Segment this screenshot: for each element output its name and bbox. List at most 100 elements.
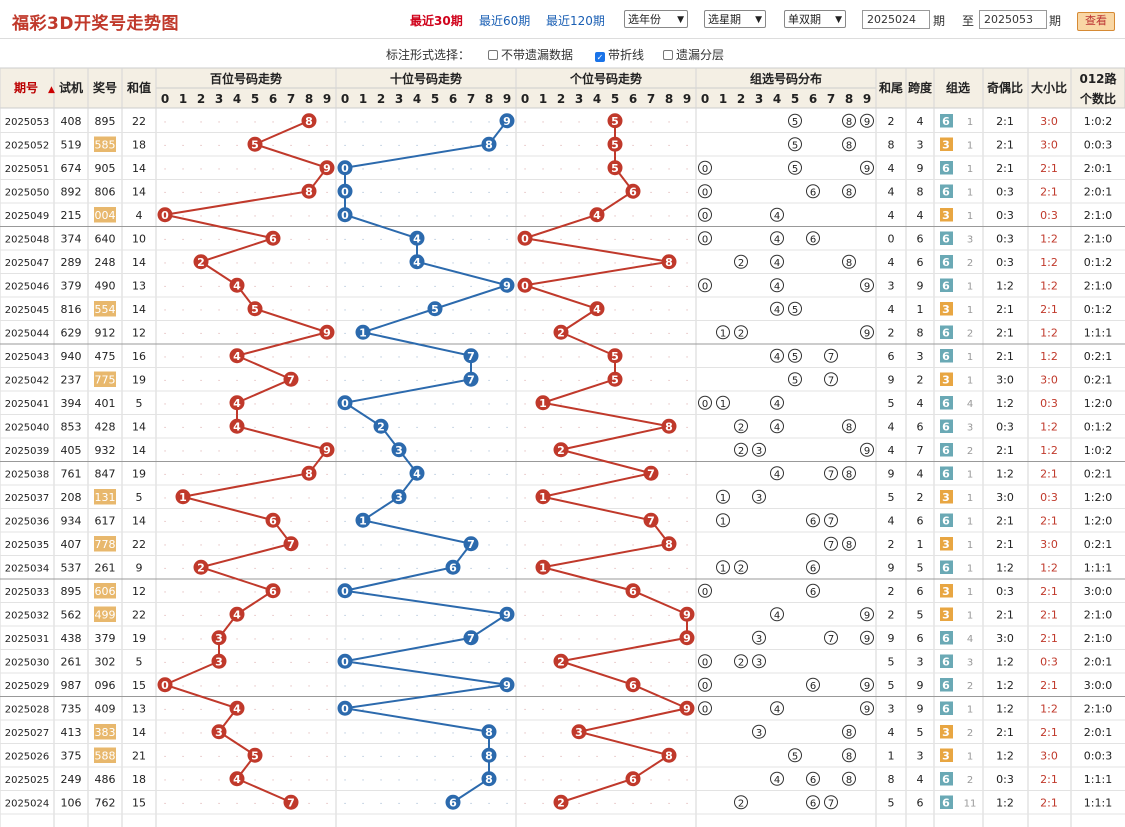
group-digit-circle (788, 301, 802, 316)
miss-cell: · (560, 118, 563, 128)
miss-cell: · (398, 212, 401, 222)
miss-cell: · (614, 776, 617, 786)
miss-cell: · (542, 658, 545, 668)
parity-select[interactable]: 单双期 ▼ (784, 10, 846, 28)
miss-cell: · (524, 517, 527, 527)
units-ball (553, 794, 569, 810)
miss-cell: · (596, 564, 599, 574)
option-miss-layers[interactable]: 遗漏分层 (663, 46, 724, 63)
miss-cell: · (452, 729, 455, 739)
tens-ball-digit: 4 (413, 467, 421, 480)
miss-cell: · (416, 282, 419, 292)
miss-cell: · (578, 588, 581, 598)
sum-tail-header: 和尾 (878, 80, 903, 95)
checkbox-icon[interactable] (663, 50, 673, 60)
miss-cell: · (416, 611, 419, 621)
odd-even-cell: 0:3 (996, 585, 1014, 598)
span-header: 跨度 (908, 80, 933, 95)
year-select[interactable]: 选年份 ▼ (624, 10, 688, 28)
range-30-link[interactable]: 最近30期 (410, 14, 463, 28)
miss-cell: · (470, 705, 473, 715)
miss-cell: · (308, 494, 311, 504)
miss-cell: · (686, 564, 689, 574)
group-digit-circle (716, 513, 730, 528)
digit-header: 9 (683, 92, 691, 106)
miss-cell: · (506, 799, 509, 809)
miss-cell: · (164, 470, 167, 480)
tens-ball-digit: 0 (341, 209, 349, 222)
miss-cell: · (524, 118, 527, 128)
miss-cell: · (254, 470, 257, 480)
hund-ball-digit: 7 (287, 373, 295, 386)
option-with-lines[interactable]: ✓ 带折线 (595, 46, 644, 63)
group-type-cell: 6 (942, 256, 950, 269)
options-label: 标注形式选择： (386, 48, 471, 62)
miss-cell: · (200, 541, 203, 551)
odd-even-cell: 2:1 (996, 115, 1014, 128)
miss-cell: · (668, 470, 671, 480)
span-cell: 2 (917, 373, 924, 386)
miss-cell: · (668, 611, 671, 621)
miss-cell: · (488, 517, 491, 527)
miss-cell: · (164, 188, 167, 198)
miss-cell: · (398, 470, 401, 480)
group-digit: 5 (792, 164, 798, 175)
group-miss-cell: 1 (967, 469, 973, 480)
miss-cell: · (236, 212, 239, 222)
odd-even-cell: 2:1 (996, 138, 1014, 151)
miss-cell: · (398, 541, 401, 551)
miss-cell: · (362, 282, 365, 292)
miss-cell: · (398, 799, 401, 809)
miss-cell: · (452, 259, 455, 269)
checkbox-icon[interactable] (488, 50, 498, 60)
checkbox-checked-icon[interactable]: ✓ (595, 52, 605, 62)
sum-cell: 15 (132, 796, 146, 809)
to-issue-input[interactable]: 2025053 (979, 10, 1047, 29)
query-button[interactable]: 查看 (1077, 12, 1115, 31)
miss-cell: · (470, 188, 473, 198)
from-issue-input[interactable]: 2025024 (862, 10, 930, 29)
option-no-miss-data[interactable]: 不带遗漏数据 (488, 46, 573, 63)
group-digit-circle (860, 113, 874, 128)
group-digit-circle (860, 701, 874, 716)
miss-cell: · (560, 423, 563, 433)
miss-cell: · (254, 658, 257, 668)
miss-cell: · (524, 400, 527, 410)
miss-cell: · (218, 353, 221, 363)
prize-highlight (94, 606, 116, 622)
miss-cell: · (452, 752, 455, 762)
units-ball-digit: 7 (647, 467, 655, 480)
group-digit: 3 (756, 446, 762, 457)
digit-header: 6 (629, 92, 637, 106)
route-cell: 1:0:2 (1084, 444, 1112, 457)
miss-cell: · (686, 188, 689, 198)
hund-ball (247, 301, 263, 317)
hund-ball (283, 794, 299, 810)
group-type-badge (940, 349, 953, 363)
group-digit: 3 (756, 728, 762, 739)
miss-cell: · (308, 306, 311, 316)
miss-cell: · (560, 235, 563, 245)
miss-cell: · (470, 658, 473, 668)
miss-cell: · (452, 517, 455, 527)
group-digit-circle (734, 795, 748, 810)
group-type-cell: 6 (942, 679, 950, 692)
issue-cell: 2025052 (5, 140, 50, 151)
miss-cell: · (632, 423, 635, 433)
big-small-cell: 2:1 (1040, 185, 1058, 198)
miss-cell: · (614, 682, 617, 692)
miss-cell: · (524, 329, 527, 339)
miss-cell: · (452, 329, 455, 339)
miss-cell: · (182, 564, 185, 574)
miss-cell: · (254, 705, 257, 715)
range-120-link[interactable]: 最近120期 (546, 14, 605, 28)
route-cell: 0:1:2 (1084, 420, 1112, 433)
miss-cell: · (290, 400, 293, 410)
range-60-link[interactable]: 最近60期 (479, 14, 531, 28)
route-cell: 2:1:0 (1084, 279, 1112, 292)
miss-cell: · (560, 729, 563, 739)
prize-cell: 847 (95, 467, 116, 480)
miss-cell: · (362, 235, 365, 245)
group-type-badge (940, 748, 953, 762)
weekday-select[interactable]: 选星期 ▼ (704, 10, 766, 28)
